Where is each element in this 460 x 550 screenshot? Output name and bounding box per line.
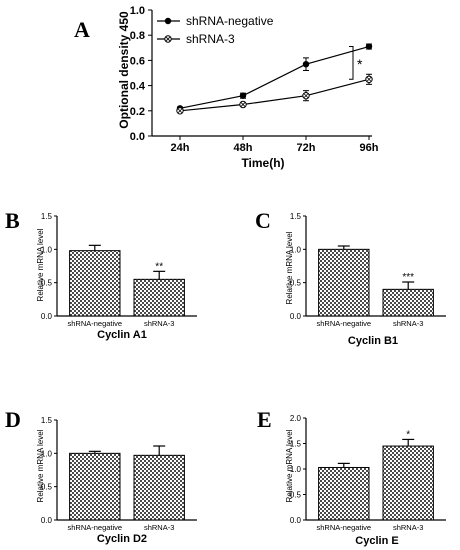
legend-label: shRNA-negative [186, 14, 274, 28]
y-tick-label: 0.4 [130, 81, 146, 93]
x-tick-label: shRNA-negative [67, 319, 122, 328]
y-tick-label: 0.2 [130, 106, 145, 118]
panel-c-bar-chart: C Relative mRNA level Cyclin B1 0.0 0.5 1.… [255, 208, 446, 347]
data-point-cross [366, 76, 372, 82]
data-point [365, 43, 373, 50]
y-tick-label: 0.0 [290, 312, 302, 321]
data-point [239, 92, 247, 99]
chart-title: Cyclin D2 [97, 533, 147, 545]
x-tick-label: 96h [360, 142, 379, 154]
panel-label: D [5, 407, 21, 432]
x-tick-label: shRNA-negative [67, 523, 122, 532]
x-tick-label: 48h [234, 142, 253, 154]
y-tick-label: 2.0 [290, 414, 302, 423]
data-point-cross [303, 93, 309, 99]
significance-label: * [406, 429, 410, 440]
chart-title: Cyclin B1 [348, 335, 398, 347]
y-tick-label: 0.5 [41, 279, 53, 288]
bar [69, 452, 121, 521]
series-1 [176, 43, 373, 112]
series-line [179, 78, 370, 112]
panel-label: A [74, 17, 90, 42]
y-tick-label: 1.0 [290, 465, 302, 474]
y-tick-label: 0.5 [290, 279, 302, 288]
significance-label: *** [402, 272, 414, 283]
x-tick-label: shRNA-negative [316, 319, 371, 328]
panel-b-bar-chart: B Relative mRNA level Cyclin A1 0.0 0.5 1.… [5, 208, 197, 341]
legend-label: shRNA-3 [186, 32, 235, 46]
legend: shRNA-negative shRNA-3 [157, 14, 274, 46]
x-tick-label: 24h [171, 142, 190, 154]
y-axis-label: Relative mRNA level [285, 429, 294, 502]
chart-title: Cyclin E [355, 535, 398, 547]
y-tick-label: 0.8 [130, 30, 145, 42]
y-tick-label: 1.5 [41, 212, 53, 221]
y-tick-label: 0.6 [130, 55, 145, 67]
y-axis-label: Relative mRNA level [36, 429, 45, 502]
x-axis-label: Time(h) [241, 156, 284, 170]
y-axis-label: Relative mRNA level [36, 228, 45, 301]
y-tick-label: 1.5 [290, 212, 302, 221]
bar [69, 250, 121, 317]
panel-e-bar-chart: E Relative mRNA level Cyclin E 0.0 0.5 1.0… [257, 407, 446, 547]
panel-label: B [5, 208, 20, 233]
data-point [302, 60, 310, 68]
bar [133, 454, 185, 521]
y-tick-label: 1.0 [290, 245, 302, 254]
bar [318, 466, 370, 521]
chart-title: Cyclin A1 [97, 329, 147, 341]
x-tick-label: shRNA-negative [316, 523, 371, 532]
y-axis-label: Relative mRNA level [285, 231, 294, 304]
y-tick-label: 1.0 [41, 449, 53, 458]
panel-label: C [255, 208, 271, 233]
y-tick-label: 1.0 [130, 5, 145, 17]
y-tick-label: 1.5 [290, 440, 302, 449]
data-point [164, 17, 172, 25]
data-point-cross [240, 101, 246, 108]
significance-label: ** [155, 261, 163, 272]
x-tick-label: 72h [297, 142, 316, 154]
bar [382, 288, 434, 317]
y-tick-label: 0.0 [41, 312, 53, 321]
y-tick-label: 1.0 [41, 245, 53, 254]
y-tick-label: 0.0 [130, 131, 145, 143]
panel-a-line-chart: A Optional density 450 Time(h) 0.0 0.2 0.4… [74, 5, 379, 170]
data-point-cross [165, 36, 171, 42]
x-tick-label: shRNA-3 [393, 523, 423, 532]
y-tick-label: 0.0 [290, 516, 302, 525]
x-tick-label: shRNA-3 [144, 523, 174, 532]
x-tick-label: shRNA-3 [144, 319, 174, 328]
significance-label: * [357, 56, 363, 72]
x-tick-label: shRNA-3 [393, 319, 423, 328]
y-tick-label: 0.5 [41, 483, 53, 492]
significance-bracket [349, 46, 354, 80]
y-tick-label: 1.5 [41, 416, 53, 425]
bar [133, 278, 185, 317]
y-tick-label: 0.0 [41, 516, 53, 525]
data-point-cross [177, 108, 183, 114]
y-tick-label: 0.5 [290, 491, 302, 500]
y-axis-label: Optional density 450 [117, 11, 131, 129]
series-2 [176, 73, 373, 115]
panel-d-bar-chart: D Relative mRNA level Cyclin D2 0.0 0.5 1.… [5, 407, 197, 545]
bar [318, 248, 370, 317]
bar [382, 445, 434, 521]
series-line [179, 45, 370, 109]
panel-label: E [257, 407, 272, 432]
